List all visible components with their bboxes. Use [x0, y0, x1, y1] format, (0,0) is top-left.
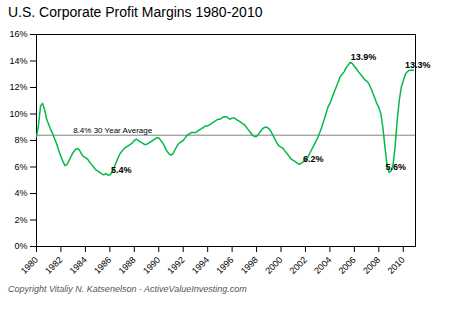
svg-text:6.2%: 6.2%	[303, 154, 324, 164]
svg-text:2006: 2006	[337, 255, 358, 276]
svg-text:5.4%: 5.4%	[111, 165, 132, 175]
svg-text:14%: 14%	[9, 56, 27, 66]
svg-text:13.3%: 13.3%	[405, 60, 431, 70]
svg-text:8.4% 30 Year Average: 8.4% 30 Year Average	[73, 126, 153, 135]
svg-text:1992: 1992	[165, 255, 186, 276]
svg-text:0%: 0%	[14, 241, 27, 251]
svg-text:6%: 6%	[14, 162, 27, 172]
svg-text:13.9%: 13.9%	[351, 52, 377, 62]
svg-text:4%: 4%	[14, 188, 27, 198]
svg-text:10%: 10%	[9, 109, 27, 119]
svg-text:1988: 1988	[117, 255, 138, 276]
svg-text:1990: 1990	[141, 255, 162, 276]
svg-text:12%: 12%	[9, 82, 27, 92]
svg-text:5.6%: 5.6%	[386, 162, 407, 172]
svg-text:1986: 1986	[92, 255, 113, 276]
svg-text:1984: 1984	[68, 255, 89, 276]
svg-text:2010: 2010	[385, 255, 406, 276]
svg-text:1998: 1998	[239, 255, 260, 276]
svg-text:2004: 2004	[312, 255, 333, 276]
svg-text:1980: 1980	[19, 255, 40, 276]
svg-text:1994: 1994	[190, 255, 211, 276]
html-text:U.S. Corporate Profit Margins: U.S. Corporate Profit Margins 1980-2010	[8, 4, 263, 20]
svg-text:2002: 2002	[288, 255, 309, 276]
svg-text:2008: 2008	[361, 255, 382, 276]
svg-text:1996: 1996	[214, 255, 235, 276]
svg-text:8%: 8%	[14, 135, 27, 145]
svg-text:2%: 2%	[14, 215, 27, 225]
html-text:Copyright Vitaliy N. Katsenels: Copyright Vitaliy N. Katsenelson - Activ…	[8, 284, 247, 294]
svg-text:16%: 16%	[9, 29, 27, 39]
svg-text:2000: 2000	[263, 255, 284, 276]
svg-text:1982: 1982	[43, 255, 64, 276]
